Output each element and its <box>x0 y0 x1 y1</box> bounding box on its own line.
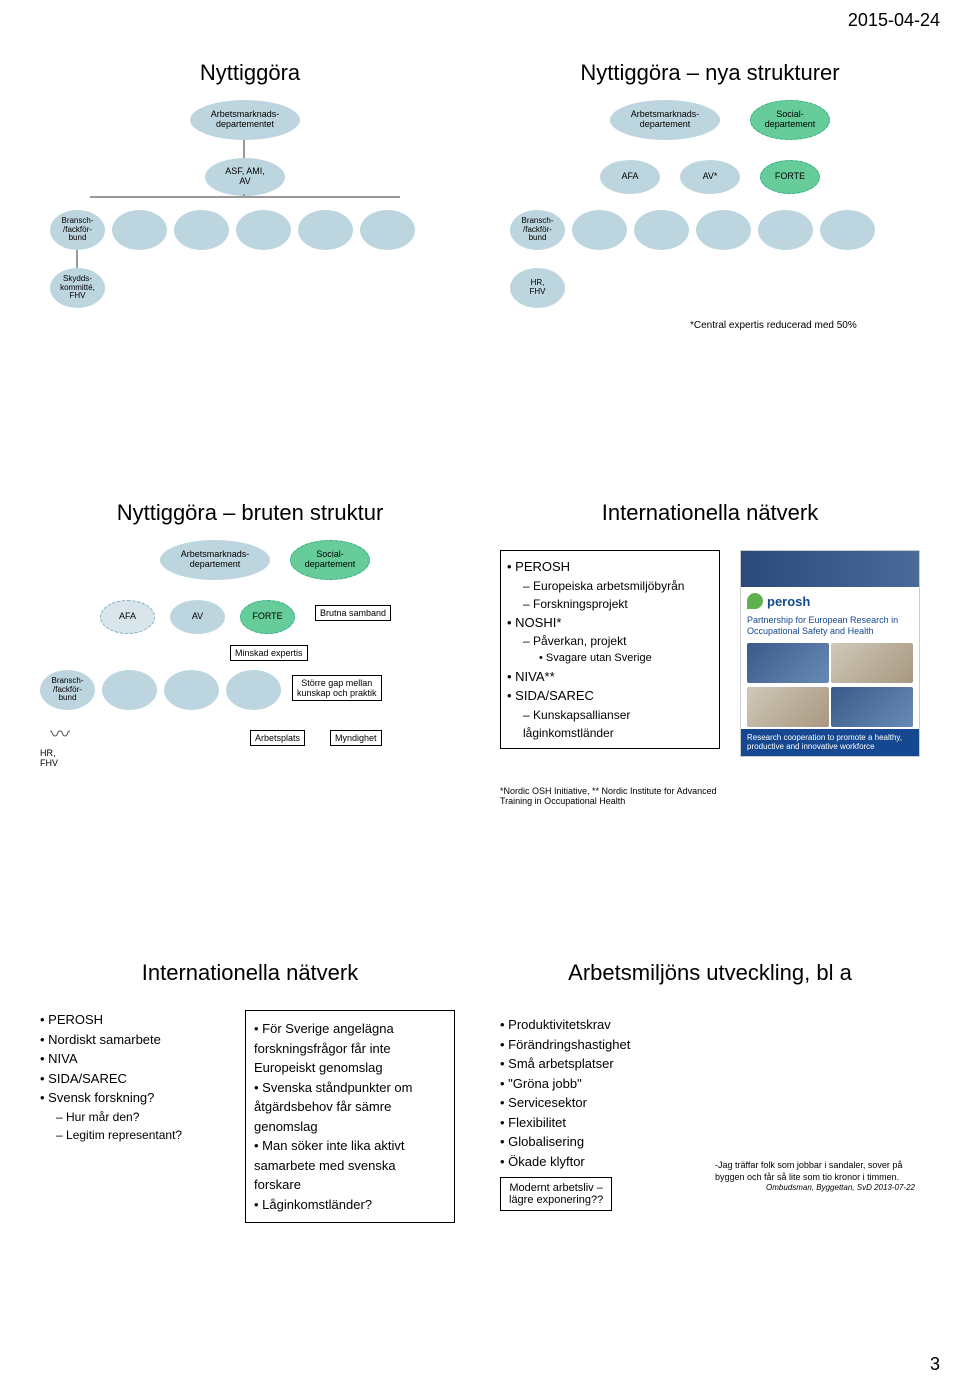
perosh-card: perosh Partnership for European Research… <box>740 550 920 757</box>
right-box: För Sverige angelägna forskningsfrågor f… <box>245 1010 455 1223</box>
box-arbetsplats: Arbetsplats <box>250 730 305 746</box>
footnote: *Nordic OSH Initiative, ** Nordic Instit… <box>500 786 720 806</box>
slide-title: Internationella nätverk <box>490 500 930 526</box>
perosh-footer: Research cooperation to promote a health… <box>741 729 919 756</box>
slide-nyttiggora: Nyttiggöra Arbetsmarknads- departementet… <box>30 60 470 440</box>
box-myndighet: Myndighet <box>330 730 382 746</box>
node-dept2: Social- departement <box>750 100 830 140</box>
quote: -Jag träffar folk som jobbar i sandaler,… <box>715 1160 915 1194</box>
node-afa: AFA <box>600 160 660 194</box>
slide-title: Arbetsmiljöns utveckling, bl a <box>490 960 930 986</box>
node-branch: Bransch- /fackför- bund <box>510 210 565 250</box>
node-dept: Arbetsmarknads- departementet <box>190 100 300 140</box>
slide-internationella-2: Internationella nätverk PEROSH Nordiskt … <box>30 960 470 1340</box>
node-dept1: Arbetsmarknads- departement <box>610 100 720 140</box>
node-forte: FORTE <box>240 600 295 634</box>
slide-title: Nyttiggöra – bruten struktur <box>30 500 470 526</box>
box-modernt: Modernt arbetsliv – lägre exponering?? <box>500 1177 612 1211</box>
note-central: *Central expertis reducerad med 50% <box>690 320 857 331</box>
slide-title: Internationella nätverk <box>30 960 470 986</box>
slide-title: Nyttiggöra <box>30 60 470 86</box>
page-number: 3 <box>930 1354 940 1375</box>
node-hr: HR, FHV <box>40 748 58 768</box>
box-minskad: Minskad expertis <box>230 645 308 661</box>
node-forte: FORTE <box>760 160 820 194</box>
bullet-list: PEROSH Europeiska arbetsmiljöbyrån Forsk… <box>507 557 713 742</box>
box-gap: Större gap mellan kunskap och praktik <box>292 675 382 701</box>
node-dept2: Social- departement <box>290 540 370 580</box>
node-afa: AFA <box>100 600 155 634</box>
slide-internationella-1: Internationella nätverk PEROSH Europeisk… <box>490 500 930 920</box>
node-committee: Skydds- kommitté, FHV <box>50 268 105 308</box>
slide-nya-strukturer: Nyttiggöra – nya strukturer Arbetsmarkna… <box>490 60 930 440</box>
slide-title: Nyttiggöra – nya strukturer <box>490 60 930 86</box>
node-dept1: Arbetsmarknads- departement <box>160 540 270 580</box>
node-av: AV* <box>680 160 740 194</box>
perosh-name: perosh <box>767 594 810 609</box>
perosh-tagline: Partnership for European Research in Occ… <box>741 615 919 641</box>
node-av: AV <box>170 600 225 634</box>
node-branch: Bransch- /fackför- bund <box>50 210 105 250</box>
page-date: 2015-04-24 <box>848 10 940 31</box>
squiggle-icon: 〰 <box>50 718 70 747</box>
box-brutna: Brutna samband <box>315 605 391 621</box>
node-agency: ASF, AMI, AV <box>205 158 285 196</box>
perosh-logo-icon <box>747 593 763 609</box>
slide-bruten-struktur: Nyttiggöra – bruten struktur Arbetsmarkn… <box>30 500 470 920</box>
bullet-list: Produktivitetskrav Förändringshastighet … <box>500 1015 700 1171</box>
left-list: PEROSH Nordiskt samarbete NIVA SIDA/SARE… <box>40 1010 230 1144</box>
node-hr: HR, FHV <box>510 268 565 308</box>
slide-arbetsmiljons: Arbetsmiljöns utveckling, bl a Produktiv… <box>490 960 930 1340</box>
node-branch: Bransch- /fackför- bund <box>40 670 95 710</box>
